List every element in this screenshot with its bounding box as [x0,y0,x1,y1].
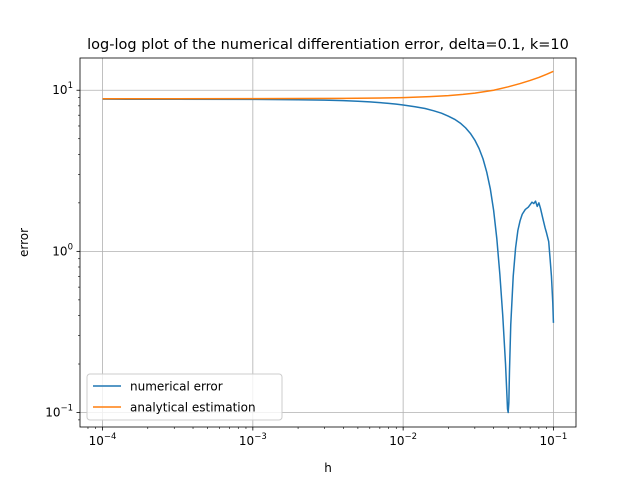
y-axis-label: error [17,228,31,257]
x-tick-label: 10−4 [89,432,117,448]
legend-label-analytical-estimation: analytical estimation [130,401,256,415]
x-axis-label: h [324,461,332,475]
x-tick-exponent: −3 [254,432,267,442]
x-tick-exponent: −1 [555,432,568,442]
plot-frame [79,57,577,428]
y-tick-exponent: 1 [68,81,73,91]
y-tick-exponent: 0 [68,242,73,252]
y-tick-exponent: −1 [60,404,73,414]
y-tick-mantissa: 10 [52,83,67,97]
x-tick-label: 10−3 [239,432,267,448]
series-layer [102,70,555,414]
legend-label-numerical-error: numerical error [130,380,223,394]
x-tick-exponent: −4 [104,432,117,442]
x-tick-label: 10−2 [389,432,417,448]
y-tick-label: 100 [52,242,73,258]
x-tick-mantissa: 10 [540,434,555,448]
x-tick-mantissa: 10 [239,434,254,448]
legend-box [86,373,283,421]
series-line-numerical-error [102,98,555,414]
legend: numerical error analytical estimation [86,373,283,421]
x-tick-label: 10−1 [540,432,568,448]
y-tick-mantissa: 10 [45,406,60,420]
y-tick-label: 101 [52,81,73,97]
x-tick-mantissa: 10 [89,434,104,448]
y-tick-mantissa: 10 [52,244,67,258]
x-tick-mantissa: 10 [389,434,404,448]
y-tick-label: 10−1 [45,404,73,420]
series-line-analytical-estimation [102,70,554,100]
x-tick-exponent: −2 [405,432,418,442]
chart-title: log-log plot of the numerical differenti… [87,37,569,53]
